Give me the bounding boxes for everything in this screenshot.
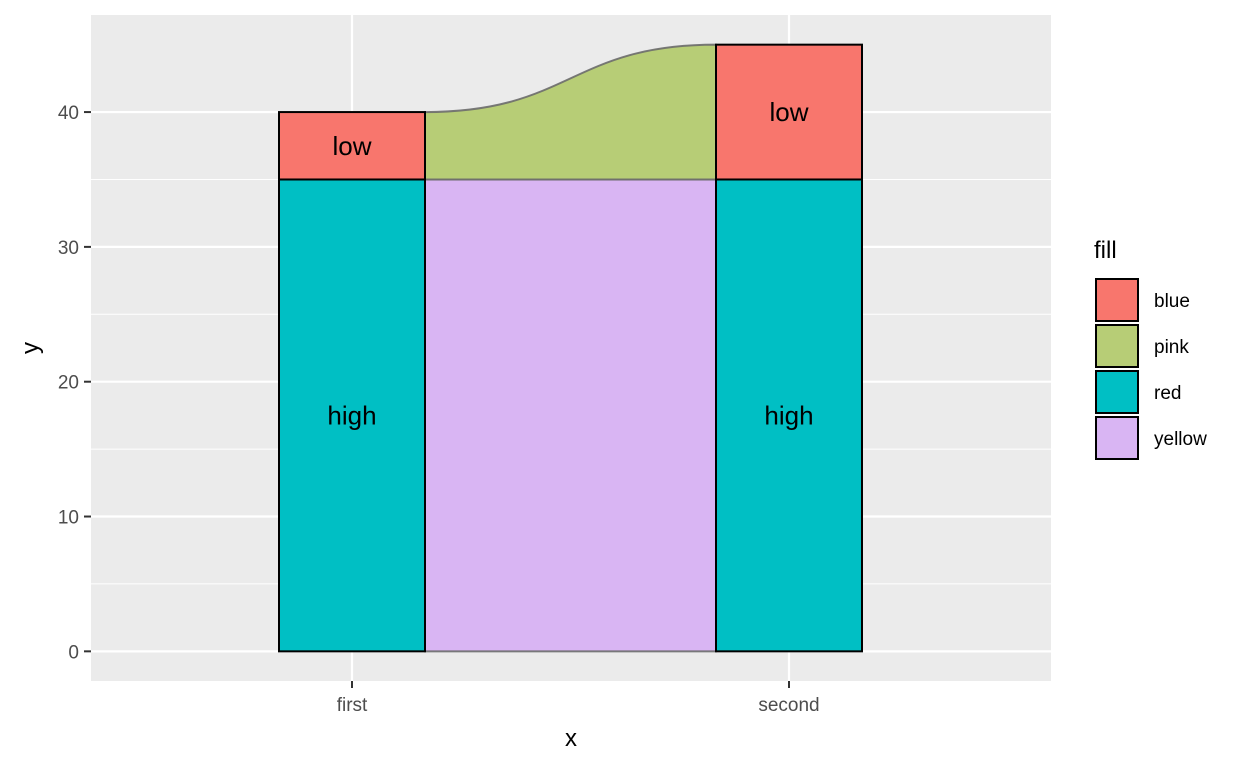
- x-tick-label: first: [337, 695, 368, 716]
- stratum-first-high: [278, 178, 426, 653]
- x-tick-label: second: [758, 695, 819, 716]
- stratum-first-low: [278, 111, 426, 181]
- strata: high low high low: [278, 43, 863, 653]
- y-axis: 0 10 20 30 40: [58, 103, 91, 663]
- y-tick-label: 20: [58, 373, 79, 394]
- y-tick-label: 30: [58, 238, 79, 259]
- x-axis: first second: [337, 681, 820, 716]
- legend-key-yellow: [1095, 416, 1139, 460]
- flow-yellow: [424, 178, 717, 653]
- y-tick-label: 0: [68, 642, 79, 663]
- y-axis-title: y: [17, 342, 44, 354]
- stratum-second-high: [715, 178, 863, 653]
- legend-key-blue: [1095, 278, 1139, 322]
- legend-label: pink: [1154, 337, 1189, 358]
- stratum-label: high: [327, 400, 376, 430]
- legend-label: yellow: [1154, 429, 1207, 450]
- legend-key-pink: [1095, 324, 1139, 368]
- stratum-label: low: [769, 97, 808, 127]
- y-tick-label: 40: [58, 103, 79, 124]
- stratum-second-low: [715, 43, 863, 181]
- y-tick-label: 10: [58, 508, 79, 529]
- x-axis-title: x: [565, 725, 577, 752]
- stratum-label: high: [764, 400, 813, 430]
- legend-label: red: [1154, 383, 1181, 404]
- flows: [424, 43, 717, 653]
- legend-title: fill: [1094, 237, 1117, 264]
- legend-key-red: [1095, 370, 1139, 414]
- legend-label: blue: [1154, 291, 1190, 312]
- legend: fill blue pink red yellow: [1094, 237, 1207, 460]
- stratum-label: low: [332, 131, 371, 161]
